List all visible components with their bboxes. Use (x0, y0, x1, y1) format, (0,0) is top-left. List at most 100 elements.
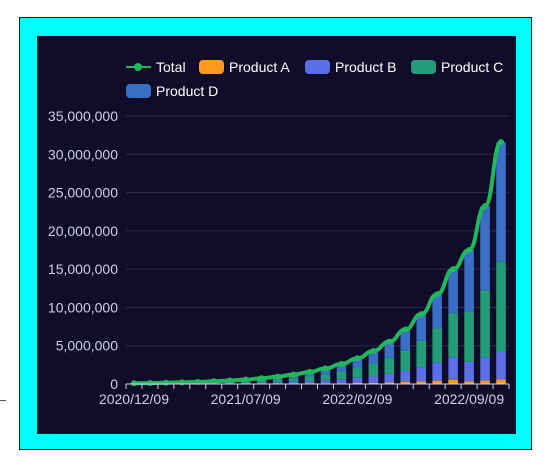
bar-segment (272, 382, 283, 384)
total-point (242, 376, 249, 383)
y-tick-label: 35,000,000 (48, 108, 118, 124)
bar-segment (288, 378, 299, 382)
legend-label: Product B (335, 59, 397, 75)
bar-segment (368, 351, 379, 364)
legend-label: Product D (156, 83, 219, 99)
bar-segment (256, 382, 267, 384)
bar-segment (496, 351, 506, 380)
bar-segment (416, 367, 427, 382)
bar-segment (368, 376, 379, 383)
bar-segment (480, 357, 490, 381)
bar-segment (480, 380, 490, 384)
bar-segment (304, 376, 315, 382)
bar-segment (464, 361, 474, 382)
legend-item-product-c[interactable]: Product C (411, 58, 503, 76)
x-axis: 2020/12/09 2021/07/09 2022/02/09 2022/09/09 (99, 383, 510, 407)
x-tick-label: 2021/07/09 (211, 391, 281, 407)
y-tick-label: 25,000,000 (48, 185, 118, 201)
legend-label: Product C (441, 59, 504, 75)
bar-segment (496, 142, 506, 262)
bar-segment (432, 362, 442, 381)
bar-segment (336, 379, 347, 384)
total-point (146, 380, 153, 387)
legend-label: Product A (229, 59, 290, 75)
bar-segment (496, 379, 506, 384)
legend-swatch-icon (411, 60, 436, 74)
legend-swatch-icon (199, 60, 224, 74)
bar-segment (368, 363, 379, 377)
legend-item-total[interactable]: Total (126, 58, 186, 76)
total-point (418, 311, 425, 318)
bar-segment (448, 269, 458, 314)
bar-segment (240, 382, 251, 384)
bar-segment (336, 364, 347, 372)
total-line-series (130, 139, 505, 387)
total-point (354, 355, 361, 362)
total-point (450, 266, 457, 273)
bar-segment (384, 373, 395, 383)
total-point (258, 375, 265, 382)
bar-segment (320, 380, 331, 384)
bar-segment (368, 382, 379, 384)
x-tick-label: 2020/12/09 (99, 391, 169, 407)
y-tick-label: 5,000,000 (56, 338, 118, 354)
bar-segment (320, 374, 331, 381)
legend-line-marker-icon (126, 60, 151, 74)
chart-panel: Total Product A Product B Product C Prod… (37, 36, 516, 434)
chart-plot: 0 5,000,000 10,000,000 15,000,000 20,000,000… (48, 108, 510, 407)
y-tick-label: 20,000,000 (48, 223, 118, 239)
bar-segment (384, 341, 395, 358)
y-tick-label: 30,000,000 (48, 146, 118, 162)
bar-segment (288, 381, 299, 384)
bar-segment (352, 358, 363, 369)
bar-segment (448, 357, 458, 380)
total-point (210, 378, 217, 385)
y-axis: 0 5,000,000 10,000,000 15,000,000 20,000,000… (48, 108, 118, 392)
bar-segment (464, 250, 474, 312)
grid-lines (126, 115, 509, 347)
total-point (338, 361, 345, 368)
total-point (322, 365, 329, 372)
total-point (498, 139, 505, 146)
bar-segment (400, 350, 411, 371)
total-point (386, 338, 393, 345)
total-point (194, 378, 201, 385)
total-point (226, 377, 233, 384)
y-tick-label: 10,000,000 (48, 299, 118, 315)
bar-series (129, 142, 506, 384)
bar-segment (448, 379, 458, 384)
legend-item-product-a[interactable]: Product A (199, 58, 290, 76)
bar-segment (480, 205, 490, 291)
bar-segment (384, 357, 395, 374)
total-point (370, 348, 377, 355)
bar-segment (400, 329, 411, 351)
bar-segment (352, 368, 363, 378)
x-tick-label: 2022/02/09 (322, 391, 392, 407)
bar-segment (432, 328, 442, 363)
legend-swatch-icon (126, 84, 151, 98)
bar-segment (416, 314, 427, 341)
total-point (274, 373, 281, 380)
total-point (306, 368, 313, 375)
bar-segment (416, 381, 427, 384)
y-tick-label: 15,000,000 (48, 261, 118, 277)
legend-item-product-d[interactable]: Product D (126, 82, 218, 100)
bar-segment (464, 311, 474, 362)
legend-swatch-icon (305, 60, 330, 74)
x-tick-label: 2022/09/09 (434, 391, 504, 407)
total-point (466, 247, 473, 253)
bar-segment (304, 381, 315, 384)
bar-segment (256, 380, 267, 383)
total-point (290, 371, 297, 378)
total-point (482, 202, 489, 209)
bar-segment (272, 379, 283, 383)
bar-segment (416, 340, 427, 368)
bar-segment (400, 381, 411, 384)
total-point (130, 380, 137, 387)
total-point (434, 291, 441, 298)
bar-segment (480, 290, 490, 358)
legend-item-product-b[interactable]: Product B (305, 58, 396, 76)
bar-segment (464, 381, 474, 384)
bar-segment (384, 382, 395, 384)
bar-segment (400, 370, 411, 382)
